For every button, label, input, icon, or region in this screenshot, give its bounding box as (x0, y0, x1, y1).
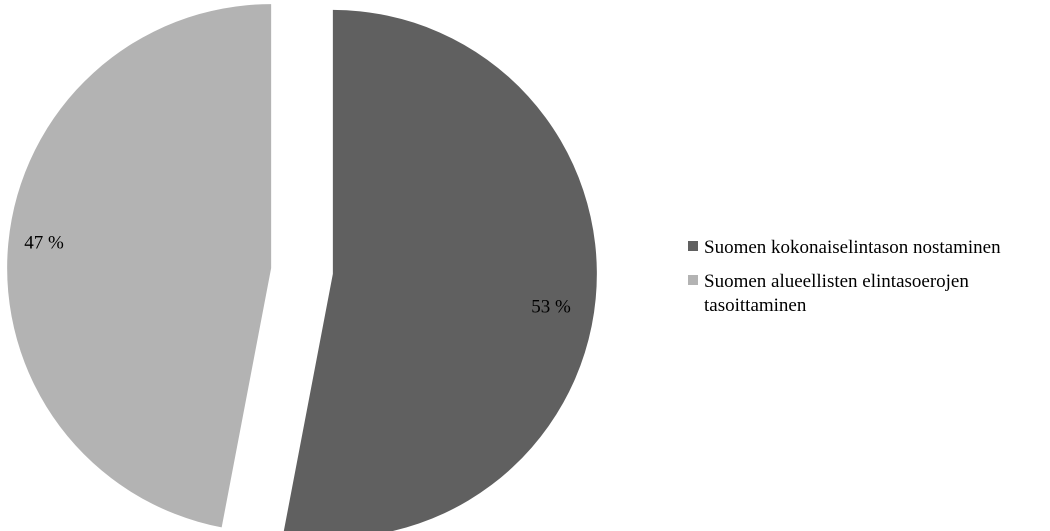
pie-slice-0 (283, 9, 597, 531)
legend-item-0: Suomen kokonaiselintason nostaminen (688, 236, 1048, 260)
data-label-0: 53 % (531, 296, 571, 317)
legend-label-1: Suomen alueellisten elintasoerojen tasoi… (704, 271, 969, 316)
legend-label-0: Suomen kokonaiselintason nostaminen (704, 237, 1001, 258)
pie-slice-1 (7, 4, 272, 528)
legend-swatch-0 (688, 241, 698, 251)
data-label-1: 47 % (24, 232, 64, 253)
legend-swatch-1 (688, 275, 698, 285)
legend: Suomen kokonaiselintason nostaminen Suom… (688, 236, 1048, 328)
legend-item-1: Suomen alueellisten elintasoerojen tasoi… (688, 270, 1048, 318)
